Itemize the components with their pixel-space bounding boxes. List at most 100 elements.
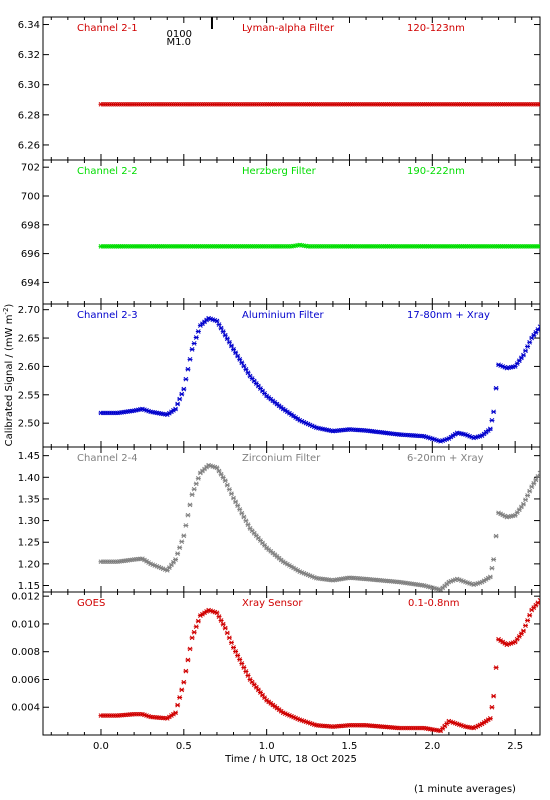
channel-label: Channel 2-1 bbox=[77, 23, 138, 34]
data-point bbox=[251, 682, 257, 688]
x-axis-title: Time / h UTC, 18 Oct 2025 bbox=[224, 754, 357, 765]
data-point bbox=[214, 465, 220, 471]
data-point bbox=[257, 386, 263, 391]
data-point bbox=[520, 628, 526, 634]
data-point bbox=[175, 401, 181, 407]
y-tick-label: 0.012 bbox=[11, 592, 40, 603]
data-point bbox=[514, 361, 520, 366]
panel-frame bbox=[42, 303, 541, 448]
data-point bbox=[237, 657, 243, 662]
data-point bbox=[518, 355, 524, 361]
data-point bbox=[529, 607, 535, 613]
filter-label: Aluminium Filter bbox=[242, 310, 325, 321]
data-point bbox=[487, 715, 493, 721]
y-axis-title-main: Calibrated Signal / (mW m bbox=[4, 315, 15, 447]
data-point bbox=[260, 388, 266, 394]
data-point bbox=[187, 356, 193, 362]
y-tick-label: 1.45 bbox=[18, 451, 40, 462]
data-point bbox=[535, 474, 540, 479]
data-point bbox=[255, 535, 261, 541]
y-tick-label: 2.50 bbox=[18, 419, 40, 430]
data-point bbox=[237, 357, 243, 362]
data-point bbox=[243, 518, 249, 524]
data-point bbox=[235, 503, 241, 509]
data-point bbox=[527, 612, 533, 618]
series-marks bbox=[98, 101, 540, 107]
data-point bbox=[253, 381, 259, 386]
panel-1: 6.26 6.28 6.30 6.32 6.34 Channel 2-1 Lyman-alp… bbox=[18, 16, 541, 161]
y-axis-title-close: ) bbox=[4, 304, 15, 308]
data-point bbox=[493, 665, 499, 671]
data-point bbox=[183, 668, 189, 674]
data-point bbox=[514, 510, 520, 515]
data-point bbox=[535, 327, 540, 332]
data-point bbox=[247, 526, 253, 531]
data-point bbox=[529, 335, 535, 341]
data-point bbox=[512, 364, 518, 369]
data-point bbox=[537, 244, 540, 249]
data-point bbox=[516, 507, 522, 513]
data-point bbox=[195, 476, 201, 481]
data-point bbox=[166, 565, 172, 571]
data-point bbox=[247, 373, 253, 379]
x-tick-label: 2.0 bbox=[424, 741, 440, 752]
data-point bbox=[491, 409, 497, 415]
data-point bbox=[537, 324, 540, 330]
data-point bbox=[255, 383, 261, 389]
data-point bbox=[195, 618, 201, 624]
data-point bbox=[216, 468, 222, 474]
data-point bbox=[243, 669, 249, 674]
data-point bbox=[189, 635, 195, 641]
data-point bbox=[255, 687, 261, 693]
data-point bbox=[537, 101, 540, 107]
filter-label: Xray Sensor bbox=[242, 598, 303, 609]
data-point bbox=[529, 484, 535, 490]
data-point bbox=[249, 528, 255, 534]
y-tick-label: 0.008 bbox=[11, 647, 40, 658]
data-point bbox=[523, 497, 529, 503]
data-point bbox=[220, 621, 226, 627]
data-point bbox=[231, 347, 237, 352]
flare-class-label: M1.0 bbox=[166, 37, 191, 48]
data-point bbox=[239, 661, 245, 666]
data-point bbox=[228, 640, 234, 646]
data-point bbox=[164, 568, 170, 573]
data-point bbox=[531, 332, 537, 338]
y-tick-label: 6.32 bbox=[18, 50, 40, 61]
y-tick-label: 1.40 bbox=[18, 473, 40, 484]
data-point bbox=[489, 417, 495, 423]
data-point bbox=[231, 645, 237, 650]
data-point bbox=[216, 322, 222, 327]
filter-label: Lyman-alpha Filter bbox=[242, 23, 335, 34]
band-label: 120-123nm bbox=[407, 23, 465, 34]
data-point bbox=[228, 343, 234, 349]
data-point bbox=[491, 693, 497, 699]
data-point bbox=[187, 502, 193, 508]
data-point bbox=[523, 348, 529, 354]
data-point bbox=[226, 487, 232, 492]
data-point bbox=[516, 358, 522, 364]
data-point bbox=[220, 475, 226, 480]
data-point bbox=[440, 726, 446, 731]
data-point bbox=[177, 545, 183, 550]
y-tick-label: 694 bbox=[21, 278, 40, 289]
data-point bbox=[245, 673, 251, 678]
data-point bbox=[191, 486, 197, 492]
data-point bbox=[226, 339, 232, 345]
data-point bbox=[523, 623, 529, 629]
panel-3: 2.50 2.55 2.60 2.65 2.70 Channel 2-3 Aluminium… bbox=[18, 303, 541, 448]
data-point bbox=[251, 530, 257, 536]
data-point bbox=[531, 605, 537, 610]
data-point bbox=[489, 565, 495, 571]
data-point bbox=[527, 488, 533, 494]
data-point bbox=[179, 539, 185, 545]
y-tick-label: 696 bbox=[21, 249, 40, 260]
data-point bbox=[537, 470, 540, 476]
data-point bbox=[220, 329, 226, 335]
data-point bbox=[533, 602, 539, 608]
data-point bbox=[214, 610, 220, 616]
data-point bbox=[260, 692, 266, 698]
data-point bbox=[189, 347, 195, 352]
data-point bbox=[185, 512, 191, 518]
y-tick-label: 1.15 bbox=[18, 581, 40, 592]
